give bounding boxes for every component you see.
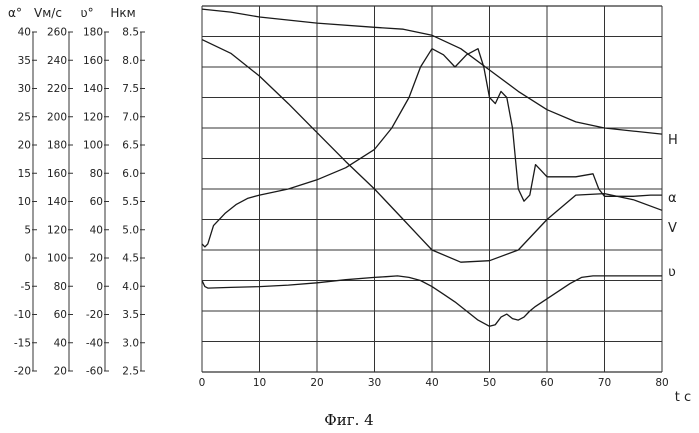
scale-tick-label: 180 [47,140,67,152]
scale-tick-label: 35 [18,55,31,67]
scale-tick-label: 160 [83,55,103,67]
series-label: ʋ [668,265,676,280]
scale-tick-label: 80 [90,168,103,180]
scale-tick-label: 8.5 [122,27,139,39]
scale-tick-label: -5 [21,281,31,293]
scale-tick-label: 60 [90,196,103,208]
x-tick-label: 80 [655,377,668,389]
scale-tick-label: 6.5 [122,140,139,152]
scale-header: Vм/c [34,6,62,20]
scale-tick-label: 180 [83,27,103,39]
scale-tick-label: 60 [54,309,67,321]
series-label: α [668,191,677,206]
scale-tick-label: 6.0 [122,168,139,180]
scale-tick-label: 3.5 [122,309,139,321]
scale-tick-label: -40 [86,337,103,349]
x-tick-label: 0 [199,377,206,389]
x-tick-label: 30 [368,377,381,389]
scale-tick-label: -60 [86,366,103,378]
scale-tick-label: 7.0 [122,111,139,123]
scale-tick-label: 30 [18,83,31,95]
scale-tick-label: 140 [47,196,67,208]
scale-tick-label: -20 [14,366,31,378]
x-tick-label: 70 [598,377,611,389]
x-tick-label: 10 [253,377,266,389]
scale-tick-label: 40 [90,224,103,236]
x-tick-label: 20 [310,377,323,389]
scale-tick-label: 160 [47,168,67,180]
figure-caption: Фиг. 4 [324,411,373,429]
x-tick-label: 40 [425,377,438,389]
scale-tick-label: -10 [14,309,31,321]
scale-header: Hкм [110,6,135,20]
scale-tick-label: 4.0 [122,281,139,293]
plot-area: 0 10 20 30 40 50 60 70 80 HαVʋ [199,6,678,389]
x-tick-label: 60 [540,377,553,389]
scale-tick-label: 0 [24,253,31,265]
scale-tick-label: 220 [47,83,67,95]
scale-tick-label: 40 [54,337,67,349]
scale-tick-label: 260 [47,27,67,39]
scale-tick-label: 5.0 [122,224,139,236]
x-tick-label: 50 [483,377,496,389]
scale-tick-label: 40 [18,27,31,39]
scale-tick-label: 120 [47,224,67,236]
series-label: H [668,133,678,148]
scale-tick-label: 120 [83,111,103,123]
scale-tick-label: 100 [83,140,103,152]
scale-tick-label: 100 [47,253,67,265]
scale-tick-label: 8.0 [122,55,139,67]
series-label: V [668,221,677,236]
x-axis-label: t c [675,390,691,405]
scale-tick-label: 15 [18,168,31,180]
left-scales: 40 35 30 25 20 15 10 5 0 -5 -10 -15 -20 α° 260 240 220 20… [8,6,145,378]
scale-tick-label: 20 [90,253,103,265]
scale-header: ʋ° [80,6,93,20]
scale-tick-label: 80 [54,281,67,293]
scale-tick-label: 240 [47,55,67,67]
scale-tick-label: 3.0 [122,337,139,349]
scale-tick-label: 5.5 [122,196,139,208]
scale-tick-label: 0 [96,281,103,293]
scale-tick-label: 200 [47,111,67,123]
scale-tick-label: 20 [18,140,31,152]
scale-tick-label: -15 [14,337,31,349]
scale-tick-label: -20 [86,309,103,321]
scale-tick-label: 20 [54,366,67,378]
scale-tick-label: 10 [18,196,31,208]
scale-tick-label: 140 [83,83,103,95]
scale-tick-label: 7.5 [122,83,139,95]
scale-tick-label: 4.5 [122,253,139,265]
scale-header: α° [8,6,22,20]
scale-tick-label: 5 [24,224,31,236]
scale-tick-label: 2.5 [122,366,139,378]
scale-tick-label: 25 [18,111,31,123]
